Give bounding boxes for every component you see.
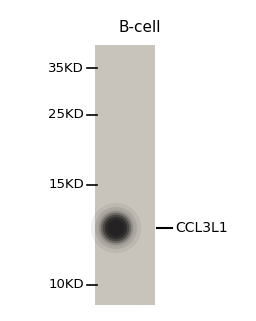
Ellipse shape xyxy=(105,217,127,239)
Text: CCL3L1: CCL3L1 xyxy=(175,221,228,235)
Bar xyxy=(95,45,155,305)
Ellipse shape xyxy=(108,220,124,236)
Ellipse shape xyxy=(99,211,133,246)
Ellipse shape xyxy=(103,215,129,241)
Text: 15KD: 15KD xyxy=(48,178,84,192)
Text: 25KD: 25KD xyxy=(48,108,84,122)
Ellipse shape xyxy=(101,213,131,243)
Ellipse shape xyxy=(91,203,141,253)
Text: 35KD: 35KD xyxy=(48,62,84,74)
Text: B-cell: B-cell xyxy=(119,21,161,36)
Ellipse shape xyxy=(95,207,137,249)
Text: 10KD: 10KD xyxy=(48,279,84,291)
